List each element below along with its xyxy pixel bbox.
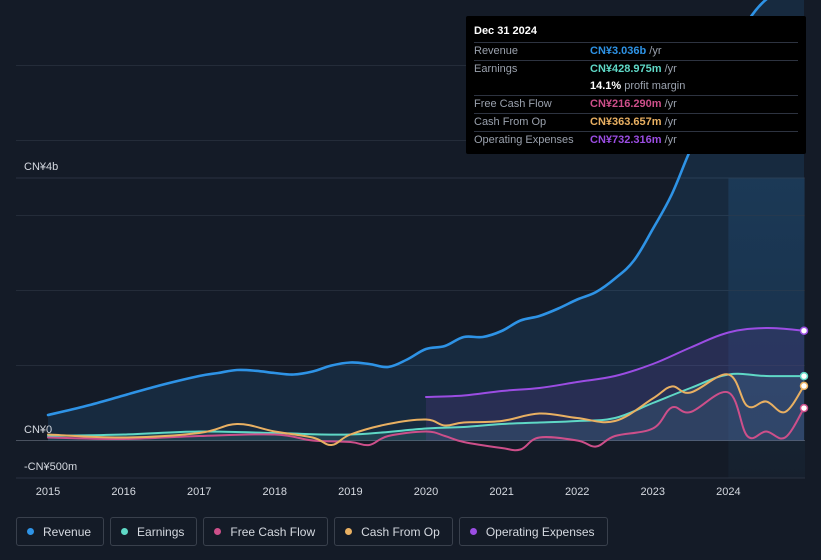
- x-tick-label: 2023: [641, 486, 665, 498]
- legend: Revenue Earnings Free Cash Flow Cash Fro…: [16, 517, 608, 546]
- tooltip-label: Revenue: [474, 45, 519, 57]
- legend-label: Cash From Op: [361, 524, 440, 539]
- tooltip-row-cash-from-op: Cash From Op CN¥363.657m /yr: [474, 114, 798, 132]
- tooltip-unit: profit margin: [624, 80, 686, 92]
- legend-dot-icon: [214, 528, 222, 535]
- tooltip-row-operating-expenses: Operating Expenses CN¥732.316m /yr: [474, 132, 798, 149]
- tooltip-label: Operating Expenses: [474, 134, 574, 146]
- tooltip-value: CN¥428.975m: [590, 63, 662, 75]
- legend-item-operating-expenses[interactable]: Operating Expenses: [458, 517, 608, 546]
- legend-label: Earnings: [137, 524, 185, 539]
- series-line-free-cash-flow: [47, 390, 805, 452]
- tooltip: Dec 31 2024 Revenue CN¥3.036b /yr Earnin…: [466, 16, 806, 154]
- tooltip-row-earnings: Earnings CN¥428.975m /yr: [474, 61, 798, 78]
- x-tick-label: 2018: [263, 486, 287, 498]
- series-line-cash-from-op: [47, 373, 805, 447]
- x-tick-label: 2019: [338, 486, 362, 498]
- legend-label: Revenue: [43, 524, 92, 539]
- tooltip-value: CN¥732.316m: [590, 134, 662, 146]
- x-tick-label: 2015: [36, 486, 60, 498]
- tooltip-unit: /yr: [664, 116, 677, 128]
- legend-dot-icon: [121, 528, 129, 535]
- tooltip-row-free-cash-flow: Free Cash Flow CN¥216.290m /yr: [474, 96, 798, 114]
- series-endpoint-cash-from-op: [799, 381, 809, 391]
- tooltip-row-revenue: Revenue CN¥3.036b /yr: [474, 43, 798, 61]
- legend-item-revenue[interactable]: Revenue: [16, 517, 105, 546]
- tooltip-unit: /yr: [649, 45, 662, 57]
- tooltip-unit: /yr: [664, 98, 677, 110]
- legend-item-free-cash-flow[interactable]: Free Cash Flow: [203, 517, 329, 546]
- tooltip-value: CN¥3.036b: [590, 45, 647, 57]
- legend-label: Free Cash Flow: [230, 524, 316, 539]
- x-tick-label: 2016: [111, 486, 135, 498]
- legend-dot-icon: [469, 528, 477, 535]
- tooltip-unit: /yr: [664, 134, 677, 146]
- legend-dot-icon: [345, 528, 353, 535]
- x-tick-label: 2017: [187, 486, 211, 498]
- tooltip-row-profit-margin: 14.1% profit margin: [474, 78, 798, 96]
- tooltip-value: CN¥363.657m: [590, 116, 662, 128]
- legend-dot-icon: [27, 528, 34, 535]
- tooltip-value: 14.1%: [590, 80, 622, 92]
- series-area-earnings: [48, 373, 804, 441]
- x-tick-label: 2024: [716, 486, 740, 498]
- tooltip-label: Cash From Op: [474, 116, 547, 128]
- x-tick-label: 2022: [565, 486, 589, 498]
- tooltip-label: Earnings: [474, 63, 518, 75]
- tooltip-value: CN¥216.290m: [590, 98, 662, 110]
- tooltip-label: Free Cash Flow: [474, 98, 552, 110]
- legend-item-earnings[interactable]: Earnings: [110, 517, 198, 546]
- y-tick-label-zero: CN¥0: [24, 424, 52, 436]
- tooltip-label: [474, 78, 590, 95]
- y-tick-label-top: CN¥4b: [24, 161, 58, 173]
- legend-label: Operating Expenses: [485, 524, 595, 539]
- series-endpoint-operating-expenses: [799, 326, 809, 335]
- series-endpoint-free-cash-flow: [799, 403, 809, 413]
- y-tick-label-bottom: -CN¥500m: [24, 461, 77, 473]
- series-line-earnings: [47, 372, 805, 437]
- series-area-revenue: [48, 0, 804, 441]
- x-tick-label: 2020: [414, 486, 438, 498]
- tooltip-unit: /yr: [664, 63, 677, 75]
- series-line-operating-expenses: [425, 326, 805, 398]
- tooltip-date: Dec 31 2024: [474, 24, 798, 43]
- series-endpoint-earnings: [799, 371, 809, 381]
- legend-item-cash-from-op[interactable]: Cash From Op: [334, 517, 453, 546]
- x-tick-label: 2021: [489, 486, 513, 498]
- series-area-operating-expenses: [426, 327, 804, 441]
